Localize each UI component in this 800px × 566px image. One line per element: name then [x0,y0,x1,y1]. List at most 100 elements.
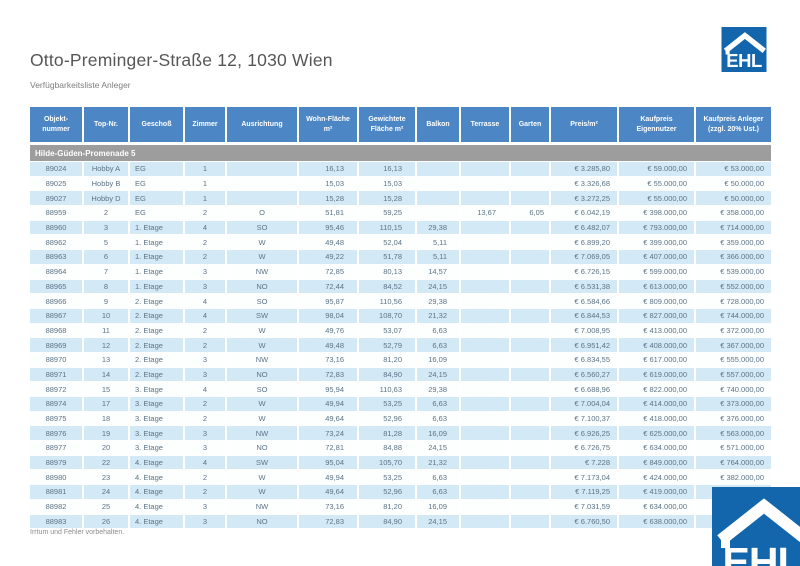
cell-balkon [417,176,461,192]
cell-objektnummer: 89025 [30,176,84,192]
cell-preis_m2: € 6.688,96 [551,382,619,397]
ehl-logo-text: EHL [726,50,762,71]
cell-objektnummer: 88965 [30,279,84,295]
column-header-garten: Garten [511,107,551,145]
cell-top_nr: 7 [84,264,130,280]
cell-kaufpreis_eigennutzer: € 399.000,00 [619,235,696,251]
cell-objektnummer: 88979 [30,455,84,471]
cell-terrasse [461,308,511,324]
cell-geschoss: 4. Etage [130,499,185,515]
cell-garten [511,499,551,515]
cell-preis_m2: € 3.285,80 [551,162,619,177]
table-row: 88981 24 4. Etage 2 W 49,64 52,96 6,63 € 7.119,2… [30,485,771,500]
cell-garten [511,176,551,192]
table-row: 88970 13 2. Etage 3 NW 73,16 81,20 16,09 € 6.834… [30,352,771,368]
cell-zimmer: 2 [185,485,227,500]
cell-zimmer: 4 [185,294,227,309]
cell-geschoss: 3. Etage [130,441,185,456]
cell-zimmer: 2 [185,250,227,265]
cell-wohnflaeche: 72,83 [299,514,359,530]
table-group-row: Hilde-Güden-Promenade 5 [30,145,771,162]
cell-ausrichtung: NW [227,264,299,280]
cell-zimmer: 1 [185,176,227,192]
cell-kaufpreis_eigennutzer: € 418.000,00 [619,411,696,427]
cell-kaufpreis_anleger: € 366.000,00 [696,250,771,265]
column-header-ausrichtung: Ausrichtung [227,107,299,145]
cell-garten [511,367,551,383]
cell-ausrichtung: NO [227,514,299,530]
cell-gewichtete_flaeche: 52,79 [359,338,417,353]
cell-ausrichtung [227,191,299,207]
cell-terrasse [461,323,511,339]
cell-objektnummer: 88974 [30,397,84,412]
column-header-kaufpreis_eigennutzer: Kaufpreis Eigennutzer [619,107,696,145]
cell-preis_m2: € 6.042,19 [551,206,619,221]
cell-kaufpreis_anleger: € 358.000,00 [696,206,771,221]
cell-wohnflaeche: 15,28 [299,191,359,207]
table-row: 88969 12 2. Etage 2 W 49,48 52,79 6,63 € 6.951,4… [30,338,771,353]
cell-kaufpreis_anleger: € 555.000,00 [696,352,771,368]
cell-kaufpreis_eigennutzer: € 424.000,00 [619,470,696,486]
cell-garten [511,470,551,486]
cell-terrasse [461,264,511,280]
cell-kaufpreis_eigennutzer: € 55.000,00 [619,176,696,192]
cell-kaufpreis_eigennutzer: € 617.000,00 [619,352,696,368]
table-row: 88959 2 EG 2 O 51,81 59,25 13,67 6,05 € 6.042,19 €… [30,206,771,221]
cell-preis_m2: € 6.926,25 [551,426,619,442]
column-header-wohnflaeche: Wohn-Fläche m² [299,107,359,145]
cell-preis_m2: € 6.899,20 [551,235,619,251]
cell-preis_m2: € 7.228 [551,455,619,471]
cell-kaufpreis_eigennutzer: € 413.000,00 [619,323,696,339]
cell-kaufpreis_eigennutzer: € 849.000,00 [619,455,696,471]
table-row: 88965 8 1. Etage 3 NO 72,44 84,52 24,15 € 6.531,… [30,279,771,295]
cell-balkon: 29,38 [417,294,461,309]
cell-geschoss: 1. Etage [130,250,185,265]
cell-kaufpreis_eigennutzer: € 414.000,00 [619,397,696,412]
cell-garten [511,382,551,397]
cell-garten [511,162,551,177]
cell-wohnflaeche: 49,48 [299,338,359,353]
cell-wohnflaeche: 73,16 [299,352,359,368]
cell-zimmer: 2 [185,323,227,339]
cell-gewichtete_flaeche: 110,15 [359,220,417,236]
cell-garten [511,426,551,442]
table-row: 88980 23 4. Etage 2 W 49,94 53,25 6,63 € 7.173,0… [30,470,771,486]
cell-gewichtete_flaeche: 52,96 [359,411,417,427]
column-header-terrasse: Terrasse [461,107,511,145]
ehl-logo-text: EHL [723,539,800,566]
cell-zimmer: 3 [185,499,227,515]
cell-geschoss: 1. Etage [130,235,185,251]
cell-balkon [417,191,461,207]
cell-preis_m2: € 6.726,75 [551,441,619,456]
cell-preis_m2: € 6.844,53 [551,308,619,324]
cell-balkon: 6,63 [417,323,461,339]
table-row: 89024 Hobby A EG 1 16,13 16,13 € 3.285,80 € 59.… [30,162,771,177]
cell-kaufpreis_anleger: € 764.000,00 [696,455,771,471]
cell-terrasse [461,191,511,207]
cell-preis_m2: € 3.326,68 [551,176,619,192]
cell-top_nr: 15 [84,382,130,397]
cell-kaufpreis_anleger: € 382.000,00 [696,470,771,486]
cell-preis_m2: € 6.726,15 [551,264,619,280]
cell-gewichtete_flaeche: 52,96 [359,485,417,500]
cell-terrasse [461,455,511,471]
cell-zimmer: 3 [185,426,227,442]
cell-ausrichtung: W [227,250,299,265]
cell-top_nr: 22 [84,455,130,471]
cell-balkon [417,162,461,177]
cell-top_nr: Hobby D [84,191,130,207]
cell-kaufpreis_anleger: € 359.000,00 [696,235,771,251]
cell-balkon: 6,63 [417,470,461,486]
cell-terrasse [461,338,511,353]
cell-kaufpreis_eigennutzer: € 634.000,00 [619,441,696,456]
cell-gewichtete_flaeche: 84,90 [359,514,417,530]
cell-ausrichtung: W [227,323,299,339]
group-header-label: Hilde-Güden-Promenade 5 [30,145,771,162]
cell-objektnummer: 88975 [30,411,84,427]
cell-kaufpreis_anleger: € 557.000,00 [696,367,771,383]
cell-kaufpreis_eigennutzer: € 55.000,00 [619,191,696,207]
cell-wohnflaeche: 15,03 [299,176,359,192]
column-header-objektnummer: Objekt-nummer [30,107,84,145]
table-row: 88974 17 3. Etage 2 W 49,94 53,25 6,63 € 7.004,0… [30,397,771,412]
cell-ausrichtung [227,176,299,192]
